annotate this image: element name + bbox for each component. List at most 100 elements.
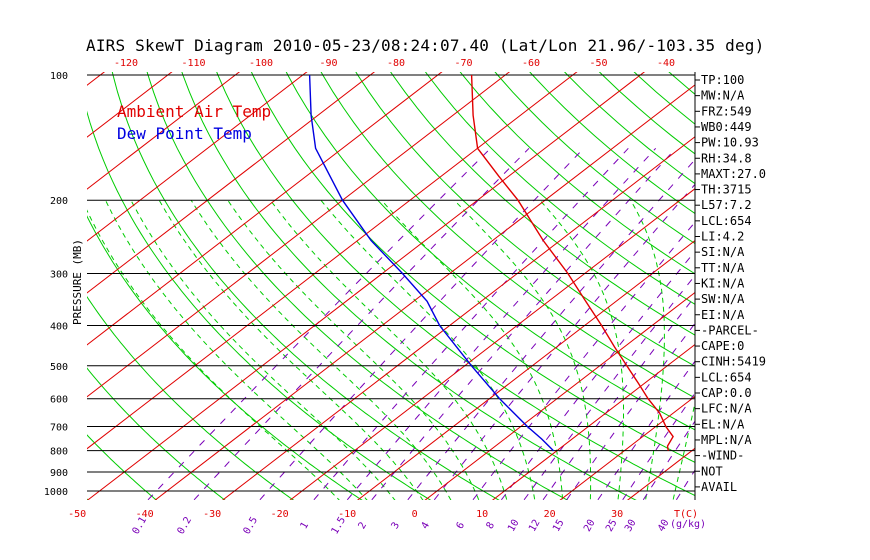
dry-adiabat-line [753, 56, 870, 508]
mixing-ratio-tick-label: 30 [623, 518, 639, 534]
pressure-tick-label: 400 [50, 321, 68, 332]
top-temp-tick-label: -100 [249, 58, 273, 69]
dry-adiabat-line [529, 72, 695, 215]
index-item: FRZ:549 [701, 104, 752, 118]
isotherm-line [289, 188, 695, 500]
top-temp-tick-label: -50 [589, 58, 607, 69]
moist-adiabat-line [105, 199, 368, 500]
index-item: LFC:N/A [701, 402, 752, 416]
dry-adiabat-line [787, 56, 870, 508]
pressure-tick-label: 1000 [44, 487, 68, 498]
mixing-ratio-line [193, 147, 530, 500]
pressure-tick-label: 200 [50, 196, 68, 207]
index-item: EI:N/A [701, 308, 745, 322]
isotherm-line [559, 395, 695, 500]
pressure-tick-label: 600 [50, 395, 68, 406]
bottom-temp-tick-label: -50 [68, 509, 86, 520]
moist-adiabat-line [672, 400, 695, 500]
moist-adiabat-line [158, 199, 424, 500]
moist-adiabat-line [381, 199, 564, 500]
index-item: KI:N/A [701, 276, 745, 290]
index-item: SI:N/A [701, 245, 745, 259]
index-item: CINH:5419 [701, 355, 766, 369]
bottom-temp-tick-label: 30 [611, 509, 623, 520]
isotherm-line [491, 343, 695, 500]
mixing-ratio-tick-label: 4 [420, 520, 433, 531]
mixing-ratio-tick-label: 2 [357, 520, 370, 531]
index-item: NOT [701, 464, 723, 478]
dry-adiabat-line [181, 72, 637, 500]
pressure-tick-label: 900 [50, 468, 68, 479]
isotherm-line [87, 72, 646, 500]
isotherm-line [820, 35, 870, 509]
index-item: AVAIL [701, 480, 737, 494]
index-item: LCL:654 [701, 370, 752, 384]
index-item: SW:N/A [701, 292, 745, 306]
isotherm-line [356, 239, 695, 500]
chart-title: AIRS SkewT Diagram 2010-05-23/08:24:07.4… [86, 36, 765, 55]
dew-point-temp-series [308, 74, 554, 452]
dry-adiabat-line [285, 72, 695, 431]
x-axis-unit-label: T(C) [674, 509, 698, 520]
mixing-ratio-tick-label: 20 [582, 518, 598, 534]
index-item: EL:N/A [701, 417, 745, 431]
pressure-tick-label: 700 [50, 423, 68, 434]
index-item: MPL:N/A [701, 433, 752, 447]
mixing-ratio-tick-label: 8 [485, 520, 498, 531]
bottom-temp-tick-label: -10 [338, 509, 356, 520]
index-item: MW:N/A [701, 89, 745, 103]
top-temp-tick-label: -70 [454, 58, 472, 69]
isotherm-line [424, 291, 695, 500]
dry-adiabat-line [855, 56, 870, 508]
moist-adiabat-line [227, 199, 480, 500]
isotherm-line [0, 35, 18, 509]
index-item: PW:10.93 [701, 136, 759, 150]
pressure-tick-label: 300 [50, 269, 68, 280]
moist-adiabat-line [320, 199, 536, 500]
top-temp-tick-label: -120 [114, 58, 138, 69]
top-temp-tick-label: -40 [657, 58, 675, 69]
index-item: LI:4.2 [701, 230, 744, 244]
dry-adiabat-line [87, 434, 158, 500]
pressure-tick-label: 500 [50, 362, 68, 373]
top-temp-tick-label: -110 [181, 58, 205, 69]
dry-adiabat-line [87, 367, 226, 500]
pressure-tick-label: 100 [50, 71, 68, 82]
mixing-ratio-tick-label: 0.5 [242, 515, 261, 536]
mixing-ratio-tick-label: 12 [527, 518, 543, 534]
isotherm-line [87, 72, 443, 346]
index-item: MAXT:27.0 [701, 167, 766, 181]
index-item: TT:N/A [701, 261, 745, 275]
moist-adiabat-line [130, 199, 396, 500]
legend-dew-point-temp: Dew Point Temp [117, 124, 252, 143]
bottom-temp-tick-label: 20 [544, 509, 556, 520]
ambient-air-temp-series [470, 74, 674, 451]
moist-adiabat-line [539, 199, 624, 500]
index-item: WB0:449 [701, 120, 752, 134]
legend-ambient-air-temp: Ambient Air Temp [117, 102, 271, 121]
mixing-ratio-line [346, 147, 657, 500]
top-temp-tick-label: -80 [387, 58, 405, 69]
bottom-temp-tick-label: -20 [271, 509, 289, 520]
mixing-ratio-line [566, 322, 695, 500]
top-temp-tick-label: -60 [522, 58, 540, 69]
index-item: LCL:654 [701, 214, 752, 228]
top-temp-tick-label: -90 [319, 58, 337, 69]
index-item: L57:7.2 [701, 198, 752, 212]
dry-adiabat-line [250, 72, 695, 464]
isotherm-line [154, 84, 695, 500]
index-item: CAP:0.0 [701, 386, 752, 400]
mixing-ratio-tick-label: 25 [604, 518, 620, 534]
moist-adiabat-line [87, 209, 340, 500]
mixing-ratio-tick-label: 3 [390, 520, 403, 531]
index-item: -WIND- [701, 449, 744, 463]
isotherm-line [87, 72, 308, 242]
index-item: RH:34.8 [701, 151, 752, 165]
moist-adiabat-line [630, 199, 665, 500]
moist-adiabat-line [190, 199, 452, 500]
dry-adiabat-line [668, 72, 695, 95]
dry-adiabat-line [459, 72, 695, 275]
dry-adiabat-line [216, 72, 695, 497]
isotherm-line [221, 136, 695, 500]
